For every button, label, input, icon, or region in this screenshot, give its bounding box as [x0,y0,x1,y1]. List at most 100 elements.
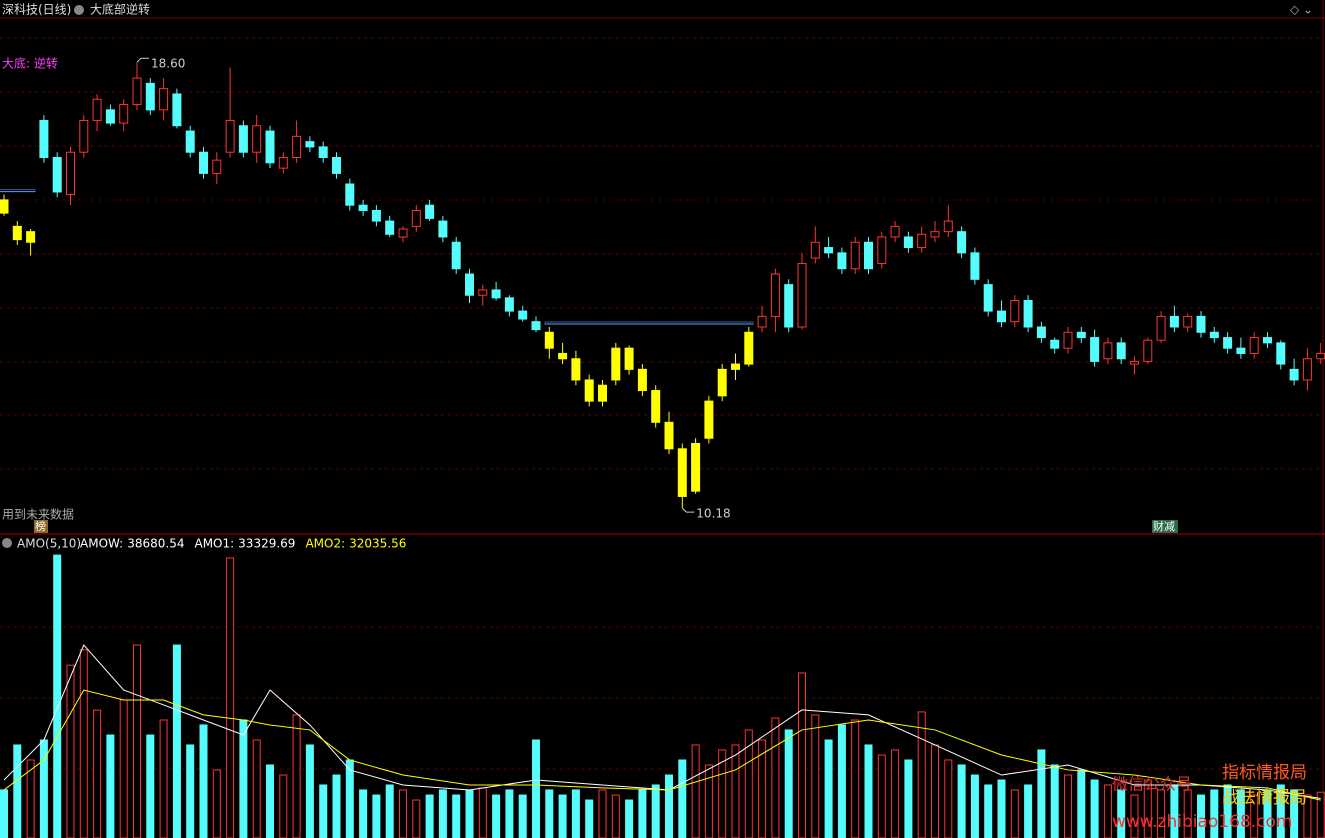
volume-bar [385,784,394,838]
high-label: 18.60 [151,57,185,71]
badge[interactable] [1152,520,1178,533]
candle-body [238,125,248,153]
candle-body [1090,337,1100,362]
volume-bar [239,719,248,838]
volume-bar [625,799,634,838]
dropdown-icon[interactable] [2,538,12,548]
candle-body [132,77,142,106]
volume-bar [492,794,501,838]
candle-body [52,157,62,193]
volume-bar [279,774,288,838]
badge[interactable] [34,520,48,533]
volume-bar [345,759,354,838]
volume-bar [545,789,554,838]
candle-body [691,442,701,492]
candle-body [930,231,940,238]
volume-bar [571,789,580,838]
volume-bar [851,719,860,838]
candle-body [345,183,355,206]
candle-body [598,384,607,402]
candle-body [92,98,102,121]
volume-bar [266,764,274,838]
badge-text: 财减 [1153,519,1175,533]
candle-body [903,236,913,249]
volume-bar [1010,789,1019,838]
candle-body [664,421,674,450]
volume-bar [904,759,913,838]
candle-body [531,321,541,331]
indicator-title: AMO(5,10) [17,537,81,551]
candle-body [1010,300,1020,323]
candle-body [1276,342,1286,365]
candle-body [212,159,222,174]
candle-body [199,151,208,174]
candle-body [145,82,155,111]
candle-body [797,262,807,328]
volume-bar [811,714,820,838]
volume-bar [651,784,660,838]
candle-body [571,358,581,381]
volume-bar [758,739,767,838]
volume-bar [678,759,687,838]
candle-body [358,204,368,211]
volume-bar [465,789,474,838]
indicator-name: 大底部逆转 [90,2,150,17]
candle-body [983,284,993,312]
volume-bar [212,769,221,838]
candle-body [438,220,448,238]
legend-value: 32035.56 [349,537,406,551]
watermark: 指标情报局 [1222,763,1307,783]
volume-bar [984,784,993,838]
candle-body [677,448,687,497]
legend-value: 38680.54 [127,537,184,551]
volume-bar [598,789,607,838]
dropdown-icon[interactable] [74,5,84,15]
candle-body [411,209,421,227]
candle-body [1156,315,1166,341]
candle-body [1289,368,1299,381]
candle-body [810,241,820,259]
candle-body [1196,315,1206,333]
candle-body [39,119,49,159]
candle-body [704,400,714,439]
watermark: www.zhibiao168.com [1112,812,1292,832]
volume-bar [319,784,328,838]
volume-bar [1223,784,1232,838]
volume-bar [438,789,447,838]
volume-bar [917,711,926,838]
volume-bar [0,789,8,838]
annotation-leader [136,57,149,63]
volume-bar [359,789,368,838]
volume-bar [864,744,873,838]
volume-bar [1077,769,1086,838]
candle-body [252,125,262,153]
settings-icon[interactable]: ◇ ⌄ [1290,3,1313,17]
candle-body [66,151,75,196]
candle-body [558,352,568,360]
legend-name: AMOW: [80,537,123,551]
candle-body [504,297,514,312]
candle-body [877,236,887,264]
candle-body [744,331,754,365]
volume-bar [957,764,966,838]
candle-body [890,225,900,238]
legend-value: 33329.69 [238,537,295,551]
legend-name: AMO2: [305,537,345,551]
volume-bar [425,794,434,838]
candle-body [957,231,967,254]
candle-body [824,247,834,254]
candle-body [12,225,22,241]
candle-body [1103,342,1113,360]
signal-label: 大底: 逆转 [2,56,58,71]
volume-bar [119,699,128,838]
volume-bar [718,749,727,838]
candle-body [185,130,195,153]
volume-bar [146,734,155,838]
volume-bar [186,744,195,838]
candle-body [1130,360,1139,365]
candle-body [770,273,780,317]
candle-body [332,157,341,174]
volume-bar [704,764,713,838]
volume-bar [1197,794,1205,838]
